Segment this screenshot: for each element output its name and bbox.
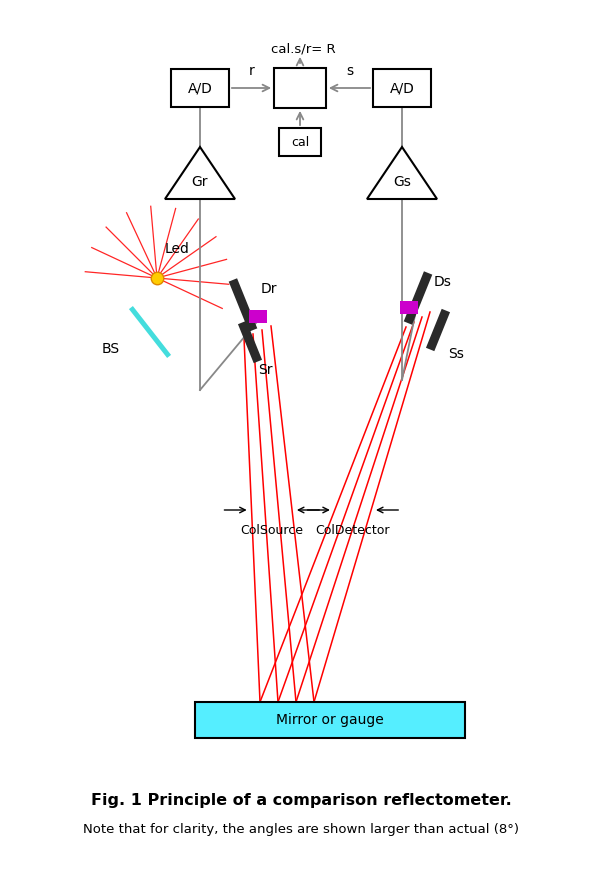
Text: Ds: Ds bbox=[434, 275, 452, 289]
Text: Fig. 1 Principle of a comparison reflectometer.: Fig. 1 Principle of a comparison reflect… bbox=[91, 793, 511, 808]
Bar bbox=[195, 702, 465, 738]
Text: s: s bbox=[346, 64, 353, 78]
Text: Ss: Ss bbox=[448, 347, 464, 361]
Bar bbox=[404, 271, 432, 325]
Text: Note that for clarity, the angles are shown larger than actual (8°): Note that for clarity, the angles are sh… bbox=[83, 824, 519, 836]
Polygon shape bbox=[367, 147, 437, 199]
Bar bbox=[238, 321, 262, 363]
Text: Led: Led bbox=[165, 242, 190, 256]
Text: cal.s/r= R: cal.s/r= R bbox=[270, 43, 335, 56]
Text: BS: BS bbox=[102, 342, 120, 356]
Text: cal: cal bbox=[291, 136, 309, 149]
Bar bbox=[400, 300, 418, 314]
Text: A/D: A/D bbox=[389, 81, 415, 95]
Polygon shape bbox=[165, 147, 235, 199]
Text: Gs: Gs bbox=[393, 174, 411, 189]
Text: ColSource: ColSource bbox=[240, 524, 304, 537]
Text: Mirror or gauge: Mirror or gauge bbox=[276, 713, 384, 727]
Text: A/D: A/D bbox=[188, 81, 212, 95]
Bar bbox=[171, 69, 229, 107]
Bar bbox=[426, 309, 450, 352]
Text: Dr: Dr bbox=[261, 282, 278, 296]
Bar bbox=[129, 306, 171, 358]
Bar bbox=[373, 69, 431, 107]
Bar bbox=[279, 128, 321, 156]
Bar bbox=[274, 68, 326, 108]
Text: Gr: Gr bbox=[192, 174, 209, 189]
Text: Sr: Sr bbox=[258, 363, 272, 377]
Text: ColDetector: ColDetector bbox=[316, 524, 390, 537]
Text: r: r bbox=[249, 64, 254, 78]
Bar bbox=[229, 278, 257, 332]
Bar bbox=[249, 309, 267, 322]
